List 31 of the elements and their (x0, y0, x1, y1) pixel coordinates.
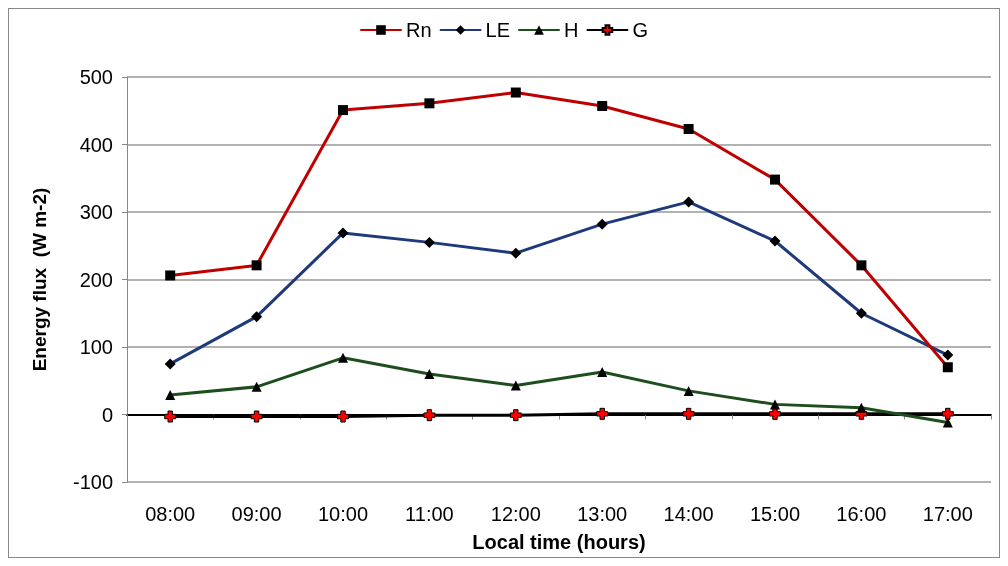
x-tick-label: 14:00 (663, 503, 714, 525)
x-tick-label: 17:00 (922, 503, 973, 525)
y-tick-label: 200 (79, 268, 113, 291)
y-tick-label: 300 (79, 201, 113, 223)
legend-label: LE (485, 19, 511, 41)
legend-label: Rn (405, 19, 432, 41)
x-tick-label: 09:00 (231, 503, 282, 525)
point (250, 410, 263, 423)
x-tick-label: 15:00 (749, 503, 801, 525)
point (337, 410, 349, 423)
y-axis-title: Energy flux (W m-2) (29, 187, 50, 372)
x-tick-label: 11:00 (405, 503, 454, 525)
point (164, 410, 177, 423)
legend-label: G (632, 19, 649, 41)
point (509, 409, 522, 422)
point (941, 407, 954, 420)
y-tick-label: 100 (79, 336, 113, 358)
x-tick-label: 08:00 (145, 503, 196, 525)
x-axis-title: Local time (hours) (472, 531, 646, 553)
y-tick-label: 0 (101, 403, 113, 426)
x-tick-label: 12:00 (490, 503, 541, 525)
point (682, 407, 695, 420)
y-tick-label: 500 (79, 66, 113, 88)
legend-label: H (564, 19, 579, 41)
point (596, 407, 609, 420)
x-tick-label: 10:00 (317, 503, 369, 525)
x-tick-label: 16:00 (836, 503, 887, 525)
x-tick-label: 13:00 (577, 503, 628, 525)
y-tick-label: 400 (79, 133, 113, 156)
y-tick-label: -100 (72, 471, 113, 493)
point (423, 409, 436, 422)
